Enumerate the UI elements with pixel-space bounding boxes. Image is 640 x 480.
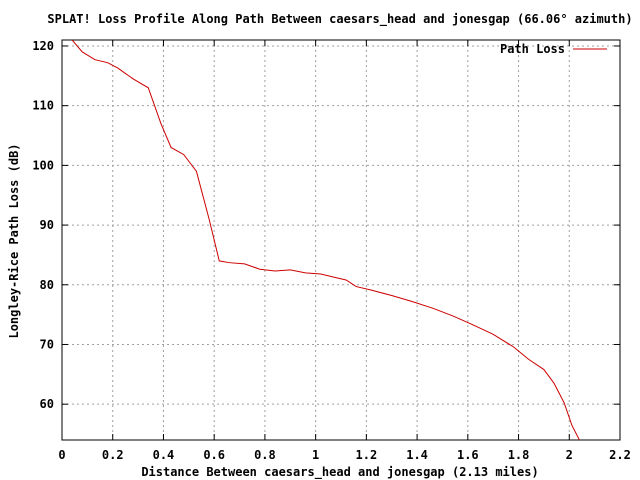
x-tick-label: 2.2: [609, 448, 631, 462]
grid-layer: [62, 40, 620, 440]
series-line-path-loss: [71, 40, 580, 440]
chart-title: SPLAT! Loss Profile Along Path Between c…: [47, 12, 632, 27]
x-tick-label: 0.6: [203, 448, 225, 462]
y-tick-label: 70: [40, 337, 54, 351]
x-tick-label: 1.4: [406, 448, 428, 462]
plot-frame: [61, 39, 621, 441]
x-tick-label: 1: [312, 448, 319, 462]
legend: Path Loss: [500, 42, 607, 56]
y-tick-label: 100: [32, 158, 54, 172]
x-tick-label: 1.6: [457, 448, 479, 462]
x-tick-label: 1.2: [356, 448, 378, 462]
y-tick-label: 80: [40, 278, 54, 292]
y-tick-label: 60: [40, 397, 54, 411]
x-tick-label: 1.8: [508, 448, 530, 462]
y-tick-label: 120: [32, 39, 54, 53]
x-tick-label: 2: [566, 448, 573, 462]
series-layer: [71, 40, 580, 440]
x-tick-label: 0.8: [254, 448, 276, 462]
legend-label: Path Loss: [500, 42, 565, 56]
y-tick-label: 90: [40, 218, 54, 232]
axis-layer: 0 0.2 0.4 0.6 0.8 1 1.2 1.4 1.6 1.8 2 2.2 60 70 80 90 10…: [32, 39, 631, 462]
x-tick-label: 0.2: [102, 448, 124, 462]
x-axis-label: Distance Between caesars_head and jonesg…: [141, 465, 538, 480]
x-tick-label: 0: [58, 448, 65, 462]
y-tick-label: 110: [32, 99, 54, 113]
x-tick-label: 0.4: [153, 448, 175, 462]
y-axis-label: Longley-Rice Path Loss (dB): [7, 143, 21, 338]
